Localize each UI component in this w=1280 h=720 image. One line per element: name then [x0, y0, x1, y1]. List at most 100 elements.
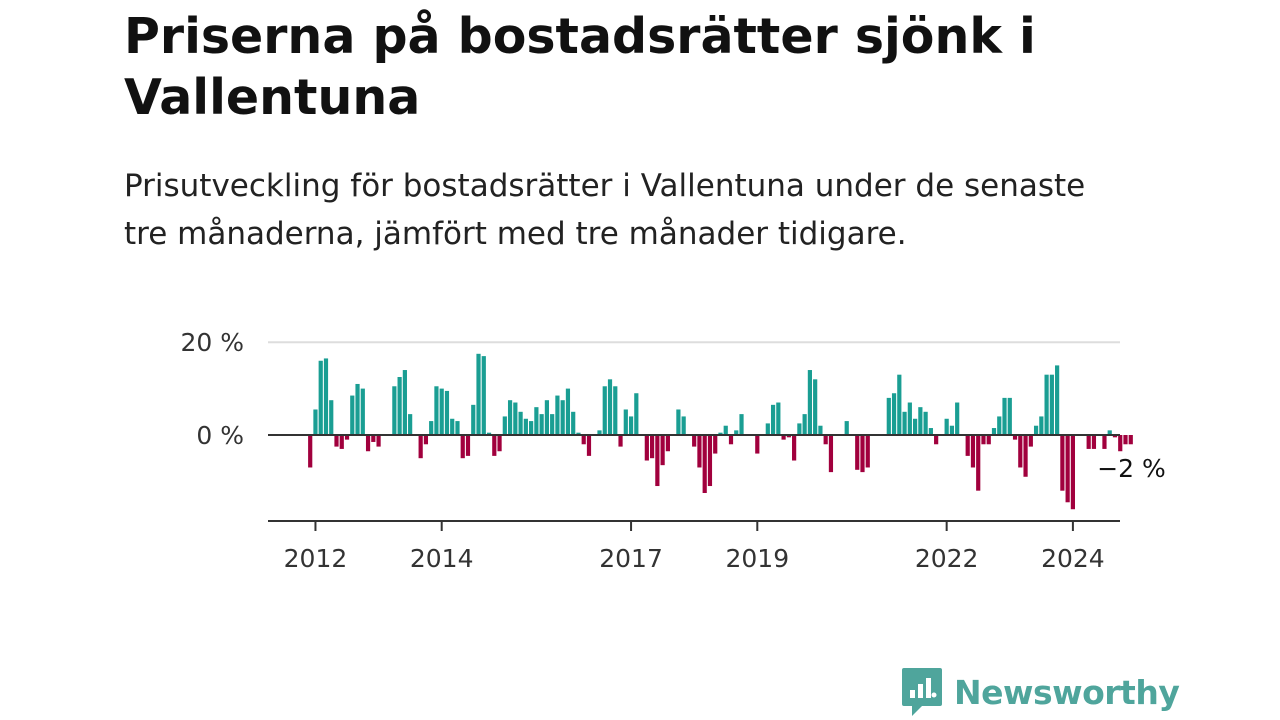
bar — [481, 356, 486, 435]
bar — [681, 416, 686, 435]
bar — [913, 418, 918, 435]
bar — [1102, 435, 1107, 449]
bar — [402, 370, 407, 435]
bar — [529, 421, 534, 435]
bar — [518, 411, 523, 435]
bar — [623, 409, 628, 435]
bar — [1044, 374, 1049, 435]
bar — [1060, 435, 1065, 491]
bar — [613, 386, 618, 435]
bar — [576, 432, 581, 435]
chart-title: Priserna på bostadsrätter sjönk i Vallen… — [124, 8, 1036, 126]
bar — [618, 435, 623, 447]
bar — [1070, 435, 1075, 510]
bar — [1086, 435, 1091, 449]
y-tick-label: 0 % — [196, 421, 244, 450]
bar — [1091, 435, 1097, 449]
bar — [818, 425, 823, 435]
bar — [897, 374, 902, 435]
bar — [728, 435, 734, 445]
bar — [1002, 397, 1007, 435]
y-tick-label: 20 % — [180, 328, 244, 357]
bar — [786, 435, 791, 438]
bar — [523, 418, 528, 435]
bar — [734, 430, 739, 435]
bar — [602, 386, 607, 435]
bar — [713, 435, 718, 454]
bar — [644, 435, 649, 461]
bar — [597, 430, 602, 435]
x-tick-label: 2012 — [284, 544, 348, 573]
bar — [902, 411, 907, 435]
bar — [534, 407, 539, 435]
bar — [507, 400, 513, 435]
bar — [323, 358, 329, 435]
x-tick-label: 2022 — [915, 544, 979, 573]
bar — [702, 435, 707, 493]
bar — [408, 414, 413, 435]
bars — [308, 353, 1133, 510]
bar-chart: 20 % 0 % 2012 2014 2017 2019 2022 2024 −2 % — [180, 328, 1166, 573]
brand-name: Newsworthy — [954, 672, 1180, 712]
bar — [450, 418, 455, 435]
bar — [1055, 365, 1060, 435]
bar — [697, 435, 702, 468]
bar — [586, 435, 592, 456]
bar — [1128, 435, 1133, 445]
bar — [802, 414, 807, 435]
bar — [1033, 425, 1039, 435]
bar — [797, 423, 802, 435]
bar — [392, 386, 397, 435]
newsworthy-logo-icon — [902, 668, 942, 716]
bar — [1012, 435, 1018, 440]
bar — [339, 435, 344, 449]
bar — [581, 435, 586, 445]
axes — [268, 434, 1120, 531]
bar — [923, 411, 928, 435]
bar — [492, 435, 497, 456]
bar — [423, 435, 429, 445]
bar — [318, 360, 323, 435]
bar — [807, 370, 812, 435]
bar — [376, 435, 381, 447]
bar — [308, 435, 313, 468]
bar — [465, 435, 471, 456]
bar — [986, 435, 991, 445]
bar — [1007, 397, 1012, 435]
last-value-label: −2 % — [1097, 454, 1166, 483]
bar — [650, 435, 655, 459]
bar — [565, 388, 571, 435]
bar — [1107, 430, 1112, 435]
bar — [755, 435, 760, 454]
bar — [360, 388, 365, 435]
bar — [770, 404, 776, 435]
bar — [813, 379, 818, 435]
bar — [981, 435, 986, 445]
bar — [660, 435, 665, 466]
bar — [439, 388, 444, 435]
bar — [765, 423, 770, 435]
bar — [455, 421, 460, 435]
bar — [344, 435, 350, 440]
bar — [934, 435, 939, 445]
bar — [1118, 435, 1123, 452]
bar — [860, 435, 865, 473]
bar — [471, 404, 476, 435]
bar — [655, 435, 660, 487]
bar — [865, 435, 870, 468]
bar — [634, 393, 639, 435]
bar — [792, 435, 797, 461]
bar — [560, 400, 565, 435]
bar — [418, 435, 423, 459]
bar — [571, 411, 576, 435]
bar — [1049, 374, 1054, 435]
bar — [718, 432, 723, 435]
bar — [1065, 435, 1070, 503]
bar — [550, 414, 555, 435]
bar — [891, 393, 897, 435]
bar — [365, 435, 371, 452]
bar — [371, 435, 376, 442]
bar — [949, 425, 955, 435]
bar — [497, 435, 502, 452]
bar — [1039, 416, 1044, 435]
